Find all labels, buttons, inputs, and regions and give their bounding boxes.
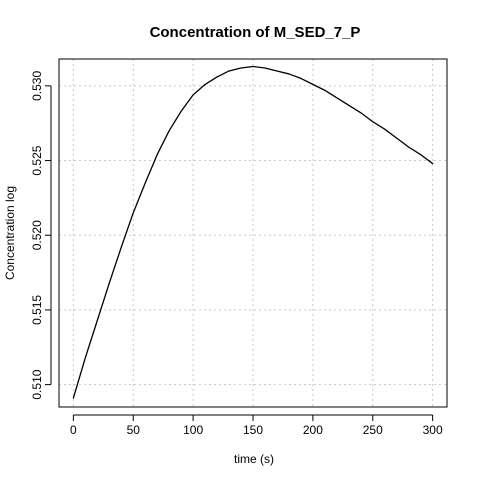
x-tick-label: 200 (303, 423, 323, 437)
chart-title: Concentration of M_SED_7_P (150, 24, 361, 41)
x-tick-label: 150 (243, 423, 263, 437)
y-tick-label: 0.525 (30, 145, 44, 175)
x-tick-label: 50 (127, 423, 141, 437)
y-tick-label: 0.530 (30, 71, 44, 101)
x-tick-label: 100 (183, 423, 203, 437)
x-tick-label: 250 (363, 423, 383, 437)
y-tick-label: 0.515 (30, 295, 44, 325)
x-tick-label: 300 (423, 423, 443, 437)
axes: 0 50 100 150 200 250 300 0.510 0.515 0.520 0.525 0.… (30, 71, 443, 437)
y-axis-label: Concentration log (3, 186, 17, 280)
series-layer (72, 65, 434, 399)
x-axis-label: time (s) (234, 452, 274, 466)
series-line (72, 65, 434, 399)
plot-frame (58, 58, 448, 408)
x-tick-label: 0 (70, 423, 77, 437)
grid-lines (59, 59, 447, 407)
y-tick-label: 0.510 (30, 369, 44, 399)
y-tick-label: 0.520 (30, 220, 44, 250)
